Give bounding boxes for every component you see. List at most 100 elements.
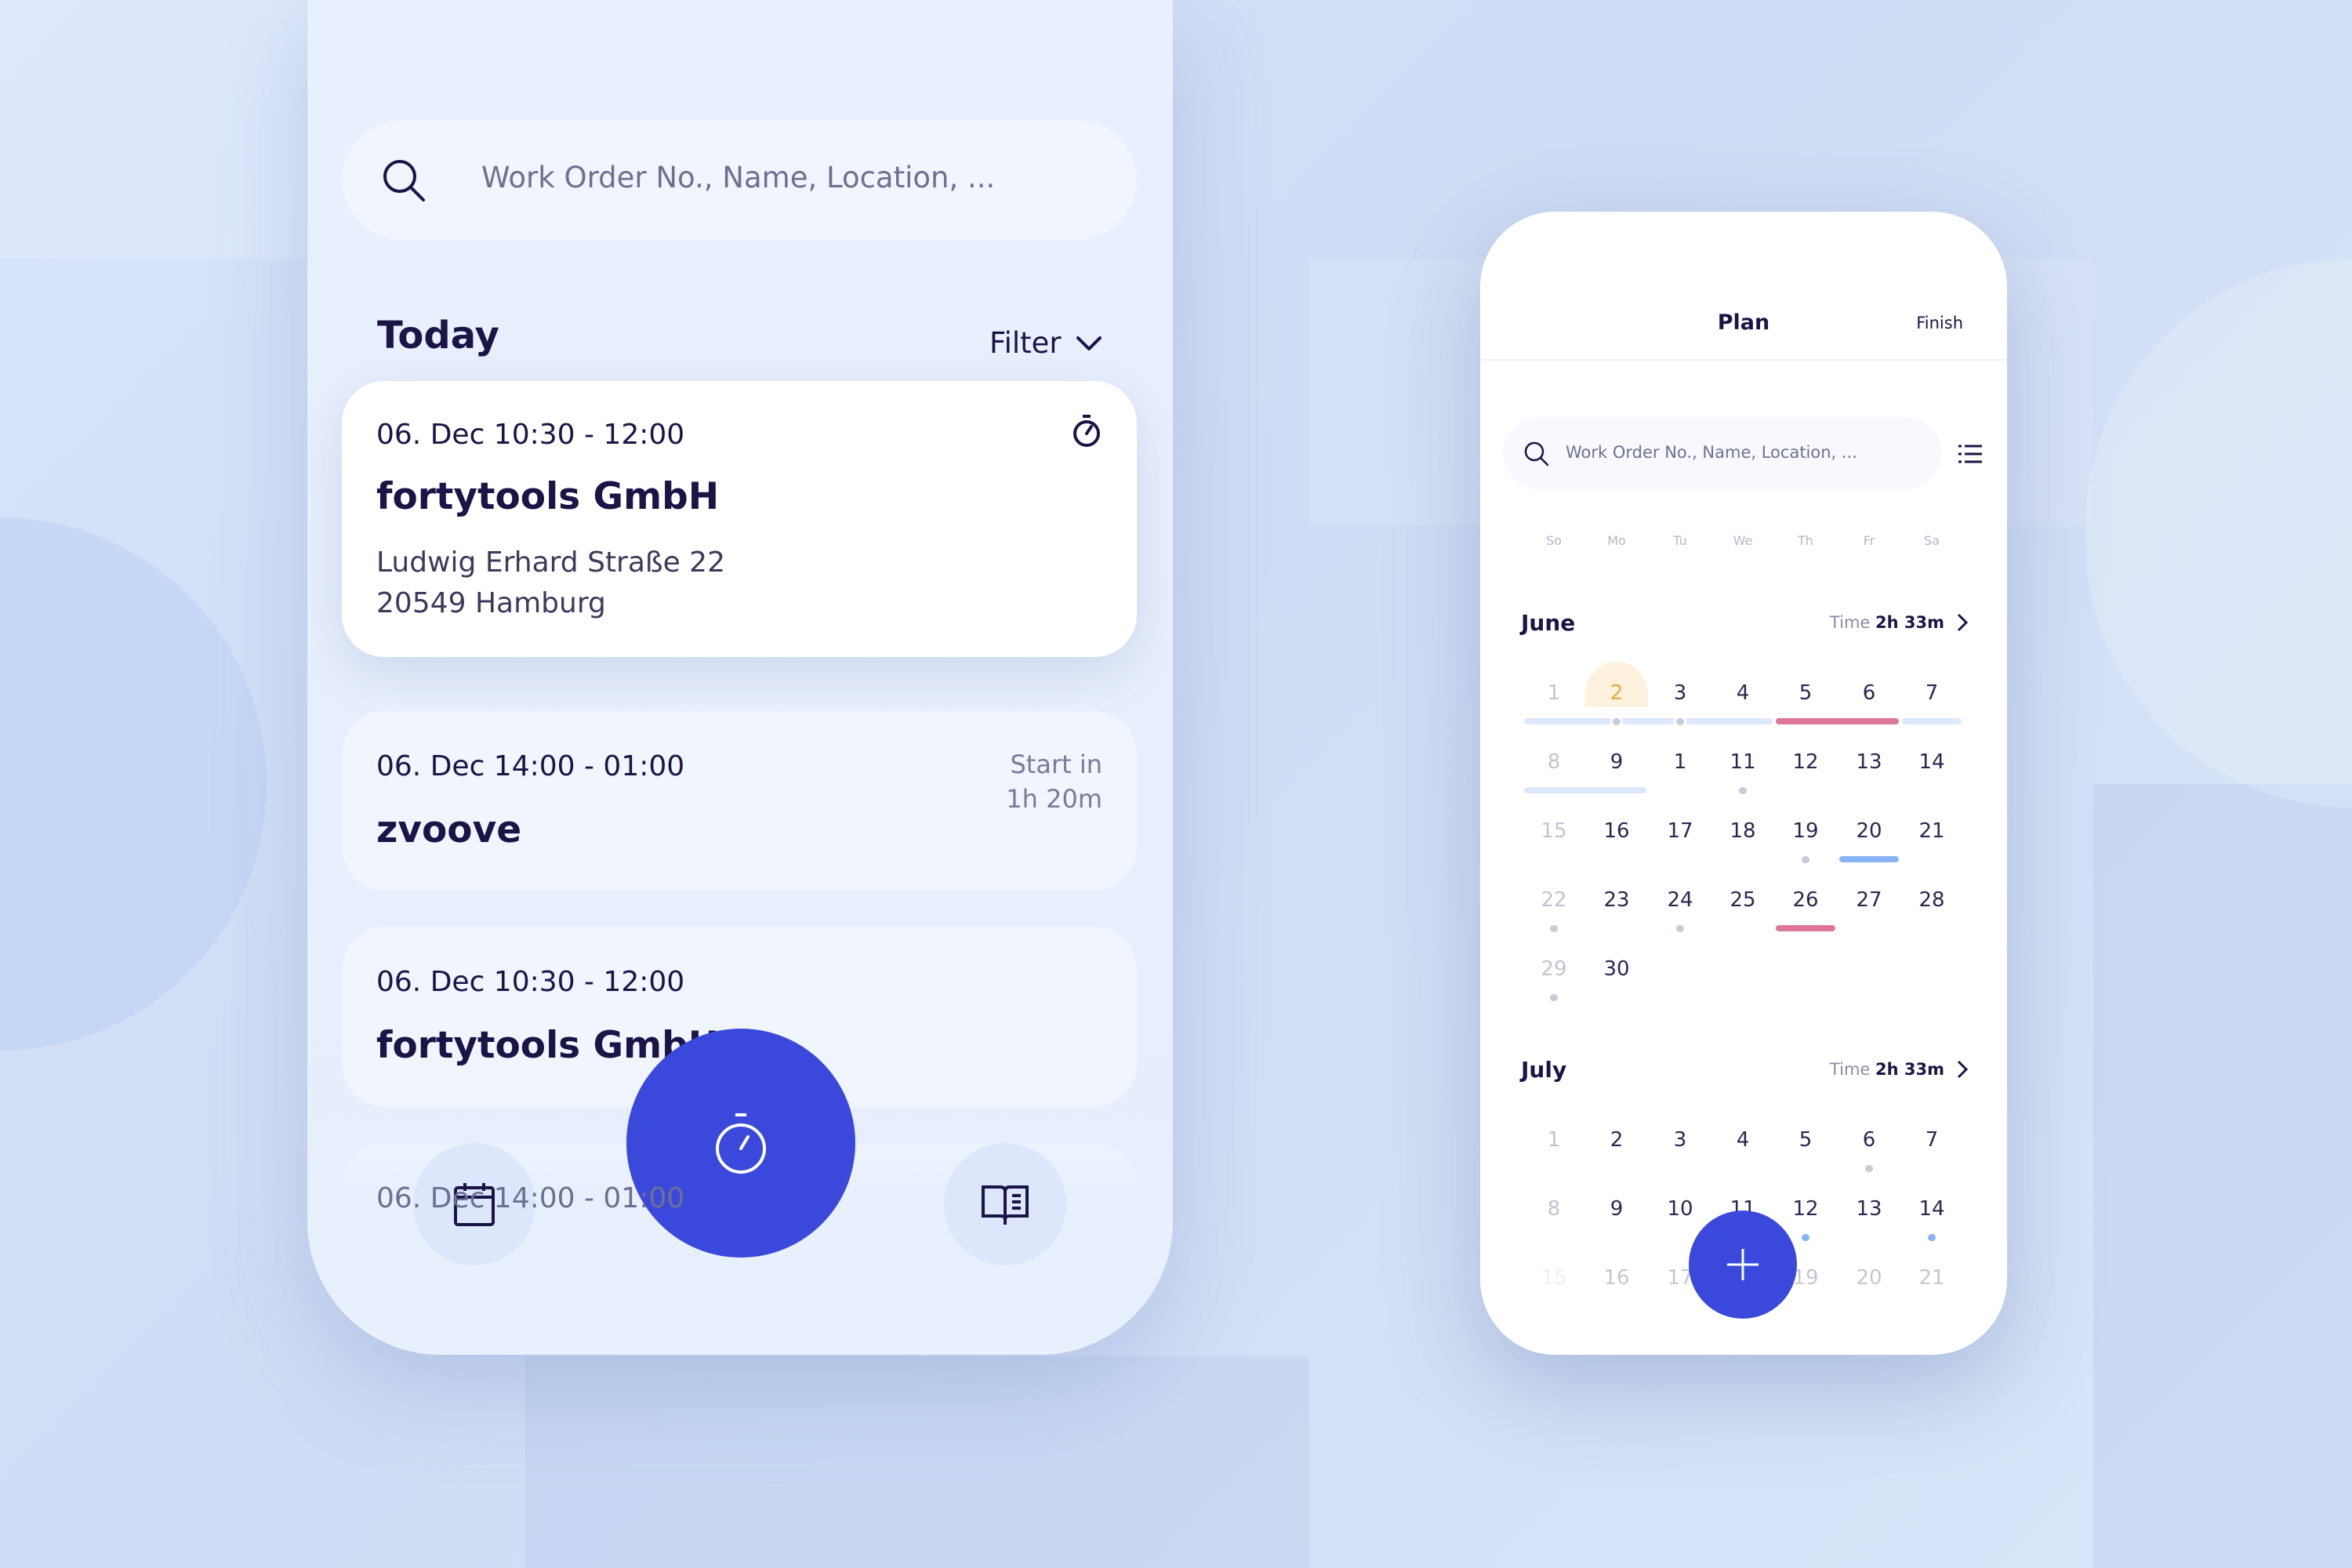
work-order-card[interactable]: 06. Dec 14:00 - 01:00 zvoove Start in 1h… bbox=[342, 711, 1137, 891]
book-icon bbox=[982, 1185, 1029, 1225]
calendar-button[interactable] bbox=[413, 1143, 535, 1265]
calendar-day[interactable]: 12 bbox=[1792, 1197, 1819, 1221]
order-time: 06. Dec 10:30 - 12:00 bbox=[376, 419, 685, 451]
event-bar[interactable] bbox=[1776, 718, 1899, 724]
calendar-day[interactable]: 1 bbox=[1547, 1128, 1561, 1152]
month-time-summary[interactable]: Time 2h 33m bbox=[1830, 613, 1944, 632]
calendar-day[interactable]: 7 bbox=[1925, 1128, 1939, 1152]
background-shape bbox=[0, 517, 267, 1051]
chevron-right-icon[interactable] bbox=[1957, 613, 1969, 635]
background-shape bbox=[2085, 259, 2352, 808]
calendar-day[interactable]: 21 bbox=[1918, 819, 1945, 843]
calendar-day[interactable]: 27 bbox=[1856, 888, 1882, 912]
calendar-day[interactable]: 5 bbox=[1798, 1128, 1813, 1152]
event-bar[interactable] bbox=[1902, 718, 1962, 724]
work-order-card[interactable]: 06. Dec 10:30 - 12:00 fortytools GmbH Lu… bbox=[342, 381, 1137, 657]
today-highlight bbox=[1585, 662, 1648, 707]
stopwatch-icon[interactable] bbox=[1071, 414, 1102, 448]
search-placeholder: Work Order No., Name, Location, ... bbox=[481, 161, 996, 194]
header-divider bbox=[1480, 359, 2007, 361]
calendar-day[interactable]: 10 bbox=[1667, 1197, 1693, 1221]
event-bar[interactable] bbox=[1776, 925, 1835, 931]
calendar-day[interactable]: 3 bbox=[1673, 681, 1687, 705]
calendar-day[interactable]: 1 bbox=[1547, 681, 1561, 705]
calendar-day[interactable]: 19 bbox=[1792, 819, 1819, 843]
add-button[interactable] bbox=[1689, 1210, 1797, 1319]
event-dot bbox=[1676, 925, 1684, 932]
start-in-label: Start in bbox=[1010, 750, 1102, 779]
customer-name: zvoove bbox=[376, 808, 522, 851]
calendar-day[interactable]: 12 bbox=[1792, 750, 1819, 774]
search-placeholder: Work Order No., Name, Location, ... bbox=[1566, 443, 1857, 462]
calendar-day[interactable]: 7 bbox=[1925, 681, 1939, 705]
book-button[interactable] bbox=[944, 1143, 1066, 1265]
search-icon bbox=[383, 160, 425, 201]
calendar-day[interactable]: 13 bbox=[1856, 1197, 1882, 1221]
plan-screen: Plan Finish Work Order No., Name, Locati… bbox=[1480, 212, 2007, 1355]
event-bar[interactable] bbox=[1839, 856, 1899, 862]
customer-name: fortytools GmbH bbox=[376, 475, 720, 518]
weekday-label: Sa bbox=[1924, 533, 1940, 548]
calendar-day[interactable]: 22 bbox=[1541, 888, 1567, 912]
filter-button[interactable]: Filter bbox=[989, 326, 1102, 360]
background-tile bbox=[0, 0, 306, 259]
event-dot bbox=[1802, 856, 1809, 863]
calendar-day[interactable]: 9 bbox=[1610, 750, 1624, 774]
calendar-day[interactable]: 6 bbox=[1862, 681, 1876, 705]
calendar-day[interactable]: 3 bbox=[1673, 1128, 1687, 1152]
calendar-day[interactable]: 24 bbox=[1667, 888, 1693, 912]
finish-button[interactable]: Finish bbox=[1916, 314, 1963, 332]
month-title: June bbox=[1521, 610, 1576, 636]
section-title: Today bbox=[377, 314, 499, 358]
calendar-day[interactable]: 14 bbox=[1918, 750, 1945, 774]
calendar-day[interactable]: 23 bbox=[1603, 888, 1630, 912]
search-bar[interactable]: Work Order No., Name, Location, ... bbox=[1503, 417, 1941, 489]
month-time-summary[interactable]: Time 2h 33m bbox=[1830, 1060, 1944, 1079]
order-time: 06. Dec 14:00 - 01:00 bbox=[376, 1182, 685, 1214]
event-dot bbox=[1739, 787, 1747, 794]
weekday-label: Fr bbox=[1863, 533, 1875, 548]
calendar-day[interactable]: 13 bbox=[1856, 750, 1882, 774]
calendar-day[interactable]: 4 bbox=[1736, 681, 1750, 705]
calendar-day[interactable]: 26 bbox=[1792, 888, 1819, 912]
calendar-day[interactable]: 1 bbox=[1673, 750, 1687, 774]
calendar-day[interactable]: 8 bbox=[1547, 750, 1561, 774]
stopwatch-icon bbox=[716, 1113, 766, 1174]
calendar-day[interactable]: 30 bbox=[1603, 957, 1630, 981]
address-city: 20549 Hamburg bbox=[376, 587, 606, 619]
background-tile bbox=[525, 1356, 1309, 1568]
calendar-day[interactable]: 20 bbox=[1856, 819, 1882, 843]
calendar-day[interactable]: 14 bbox=[1918, 1197, 1945, 1221]
calendar-day[interactable]: 29 bbox=[1541, 957, 1567, 981]
plus-icon bbox=[1727, 1249, 1759, 1280]
calendar-day[interactable]: 25 bbox=[1730, 888, 1756, 912]
event-bar[interactable] bbox=[1524, 787, 1646, 793]
calendar-day[interactable]: 15 bbox=[1541, 819, 1567, 843]
calendar-day[interactable]: 5 bbox=[1798, 681, 1813, 705]
calendar-day[interactable]: 2 bbox=[1610, 1128, 1624, 1152]
calendar-day[interactable]: 8 bbox=[1547, 1197, 1561, 1221]
search-bar[interactable]: Work Order No., Name, Location, ... bbox=[342, 120, 1137, 240]
calendar-day[interactable]: 17 bbox=[1667, 819, 1693, 843]
stopwatch-button[interactable] bbox=[626, 1029, 855, 1258]
order-time: 06. Dec 14:00 - 01:00 bbox=[376, 750, 685, 782]
calendar-day[interactable]: 11 bbox=[1730, 750, 1756, 774]
calendar-day[interactable]: 18 bbox=[1730, 819, 1756, 843]
weekday-label: We bbox=[1733, 533, 1753, 548]
calendar-day[interactable]: 6 bbox=[1862, 1128, 1876, 1152]
chevron-right-icon[interactable] bbox=[1957, 1060, 1969, 1082]
event-dot bbox=[1550, 925, 1558, 932]
filter-label: Filter bbox=[989, 326, 1062, 360]
time-label: Time bbox=[1829, 613, 1871, 632]
event-bar[interactable] bbox=[1524, 718, 1773, 724]
calendar-day[interactable]: 16 bbox=[1603, 819, 1630, 843]
calendar-day[interactable]: 4 bbox=[1736, 1128, 1750, 1152]
event-dot bbox=[1676, 718, 1684, 725]
list-view-icon[interactable] bbox=[1958, 444, 1982, 464]
weekday-label: So bbox=[1546, 533, 1562, 548]
calendar-day[interactable]: 28 bbox=[1918, 888, 1945, 912]
event-dot bbox=[1865, 1165, 1873, 1172]
calendar-day[interactable]: 9 bbox=[1610, 1197, 1624, 1221]
calendar-day[interactable]: 2 bbox=[1610, 681, 1624, 705]
work-orders-screen: Work Order No., Name, Location, ... Toda… bbox=[307, 0, 1173, 1355]
